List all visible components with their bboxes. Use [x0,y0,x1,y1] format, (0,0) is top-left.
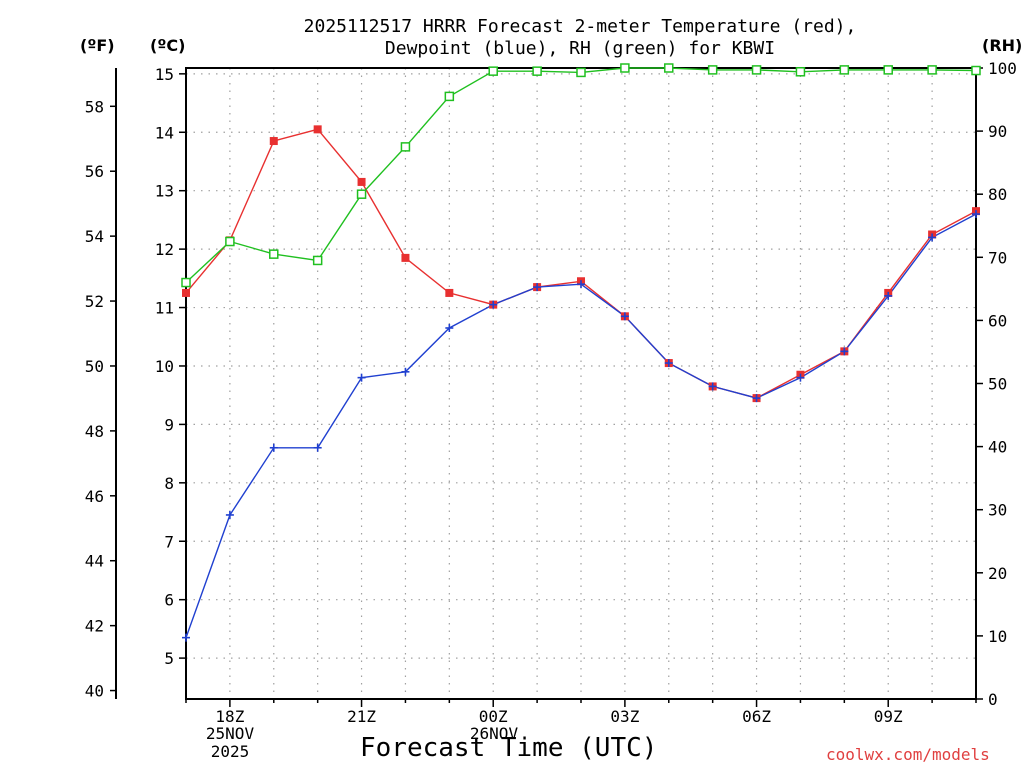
rh-point [444,91,455,102]
fahrenheit-tick-label: 46 [85,487,104,506]
series-lines [185,67,977,638]
dewpoint-point [840,347,849,356]
x-tick-label: 03Z [610,707,639,726]
dewpoint-point [401,367,410,376]
date-label-26nov: 26NOV [469,724,519,743]
rh-tick-label: 50 [988,375,1007,394]
rh-line [185,67,977,284]
dewpoint-point [928,233,937,242]
dewpoint-point [269,443,278,452]
dewpoint-point [972,210,980,219]
fahrenheit-tick-label: 52 [85,292,104,311]
fahrenheit-tick-label: 54 [85,227,104,246]
rh-tick-label: 80 [988,185,1007,204]
celsius-tick-label: 10 [155,357,174,376]
rh-point [664,63,674,73]
dewpoint-point [708,382,717,391]
rh-tick-label: 70 [988,248,1007,267]
fahrenheit-tick-label: 48 [85,422,104,441]
celsius-tick-label: 5 [164,649,174,668]
temperature-point [313,125,322,134]
temperature-point [269,137,278,146]
date-label-25nov: 25NOV [205,724,255,743]
celsius-tick-label: 14 [155,123,174,142]
fahrenheit-tick-label: 50 [85,357,104,376]
celsius-unit-label: (ºC) [150,36,186,55]
chart-title-line-1: 2025112517 HRRR Forecast 2-meter Tempera… [303,16,857,37]
rh-tick-label: 30 [988,501,1007,520]
fahrenheit-tick-label: 44 [85,552,104,571]
rh-point [532,66,542,76]
dewpoint-point [357,373,366,382]
rh-point [620,63,630,73]
rh-point [356,189,367,199]
rh-point [751,65,762,75]
celsius-tick-label: 7 [164,532,174,551]
rh-point [927,65,937,75]
dewpoint-point [313,443,322,452]
x-tick-label: 18Z [215,707,244,726]
fahrenheit-tick-label: 42 [85,617,104,636]
celsius-tick-label: 8 [164,474,174,493]
dewpoint-point [620,312,629,321]
celsius-tick-label: 15 [155,65,174,84]
dewpoint-point [664,359,673,368]
dewpoint-point [752,394,761,403]
fahrenheit-tick-label: 40 [85,682,104,701]
rh-point [269,249,279,259]
temperature-point [357,177,366,186]
rh-point [971,65,981,76]
fahrenheit-tick-label: 58 [85,97,104,116]
temperature-point [182,288,190,297]
rh-tick-label: 100 [988,59,1017,78]
celsius-tick-label: 6 [164,591,174,610]
rh-tick-label: 40 [988,438,1007,457]
rh-unit-label: (RH) [982,36,1023,55]
rh-point [312,255,323,266]
dewpoint-point [489,300,498,309]
rh-point [225,236,235,247]
temperature-point [445,288,454,297]
rh-point [488,66,498,76]
rh-point [795,67,806,77]
dewpoint-point [884,291,893,300]
x-tick-label: 06Z [742,707,771,726]
dewpoint-point [533,283,542,292]
x-tick-label: 00Z [479,707,508,726]
rh-tick-label: 20 [988,564,1007,583]
rh-tick-label: 60 [988,311,1007,330]
rh-point [883,65,893,75]
series-markers [181,63,981,642]
rh-point [400,142,411,152]
dewpoint-point [225,510,234,519]
tick-labels: 5678910111213141540424446485052545658010… [85,59,1017,726]
grid-lines [186,68,976,699]
temperature-point [401,253,410,262]
fahrenheit-tick-label: 56 [85,162,104,181]
rh-tick-label: 90 [988,122,1007,141]
celsius-tick-label: 13 [155,182,174,201]
rh-tick-label: 0 [988,690,998,709]
rh-point [707,65,718,75]
celsius-tick-label: 11 [155,299,174,318]
celsius-tick-label: 9 [164,415,174,434]
fahrenheit-unit-label: (ºF) [80,36,115,55]
dewpoint-point [445,323,454,332]
x-tick-label: 21Z [347,707,376,726]
date-label-2025: 2025 [210,742,250,761]
dewpoint-point [577,280,585,289]
dewpoint-point [796,373,805,382]
x-axis-title: Forecast Time (UTC) [360,733,658,763]
axes [110,67,983,707]
credit-text: coolwx.com/models [826,745,990,764]
rh-point [839,65,850,75]
dewpoint-point [182,633,190,642]
rh-point [181,277,191,288]
chart-title-line-2: Dewpoint (blue), RH (green) for KBWI [384,38,776,59]
rh-point [576,67,586,78]
rh-tick-label: 10 [988,627,1007,646]
celsius-tick-label: 12 [155,240,174,259]
x-tick-label: 09Z [874,707,903,726]
